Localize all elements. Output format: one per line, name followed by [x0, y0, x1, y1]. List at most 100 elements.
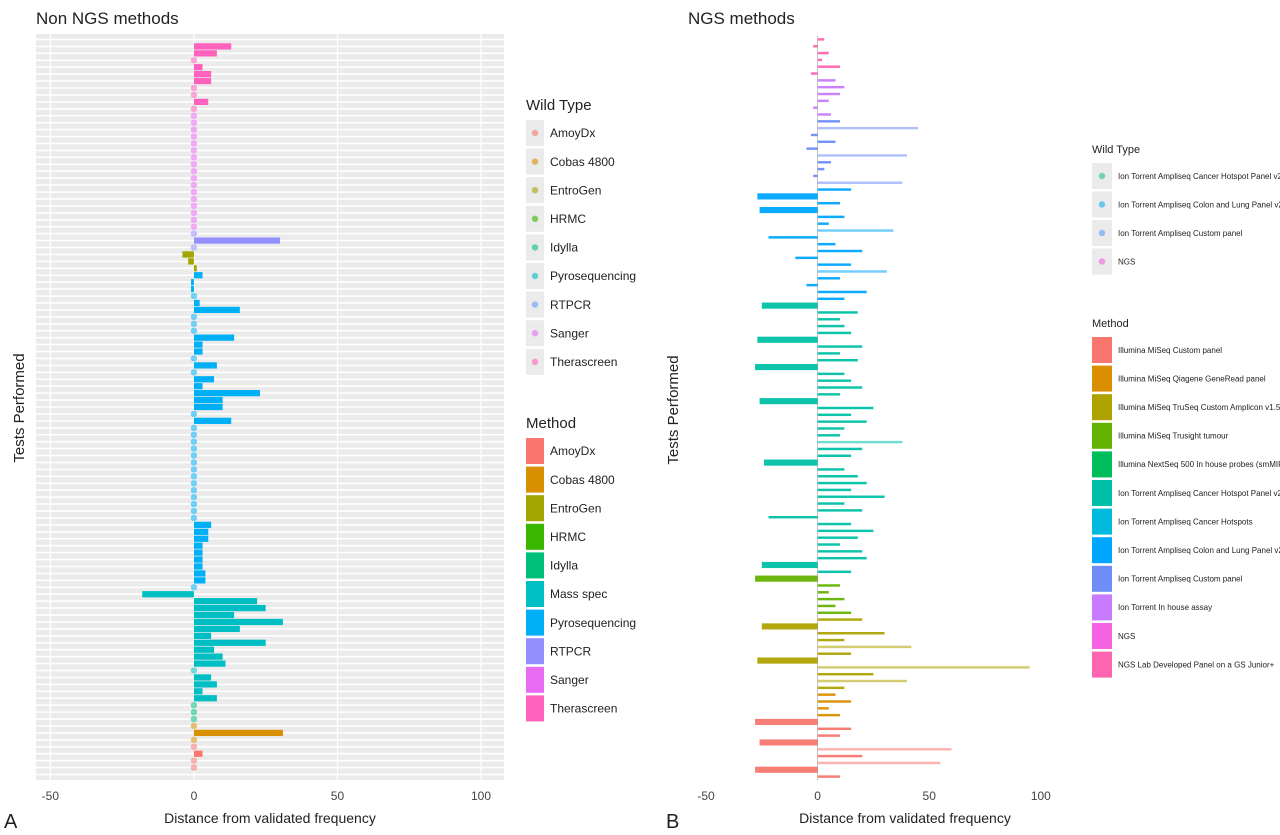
bar-amoydx: [193, 750, 203, 757]
wild-type-point-sanger: [190, 126, 198, 133]
spike-ion-torrent-ampliseq-cancer-hotspot-panel-v2: [757, 336, 818, 343]
legend-key-box: [1092, 508, 1112, 535]
wild-type-point-therascreen: [190, 105, 198, 113]
spike-illumina-miseq-truseq-custom-amplicon-v1-5: [817, 632, 885, 635]
spike-illumina-miseq-truseq-custom-amplicon-v1-5: [817, 618, 863, 621]
wild-type-point-pyrosequencing: [190, 452, 198, 459]
spike-ion-torrent-ampliseq-cancer-hotspot-panel-v2: [761, 561, 818, 569]
x-tick-label: 100: [471, 789, 491, 803]
spike-ion-torrent-ampliseq-colon-and-lung-panel-v2: [817, 188, 852, 191]
spike-ion-torrent-ampliseq-cancer-hotspot-panel-v2: [817, 406, 874, 410]
x-tick-label: 50: [331, 789, 345, 803]
bar-entrogen: [193, 265, 197, 272]
wild-type-point-sanger: [190, 168, 198, 175]
bar-mass-spec: [193, 660, 226, 667]
spike-ion-torrent-ampliseq-cancer-hotspot-panel-v2: [764, 459, 818, 466]
x-tick-label: 50: [923, 789, 937, 803]
bar-mass-spec: [193, 611, 235, 619]
bar-therascreen: [193, 71, 212, 78]
legend-label-entrogen: EntroGen: [550, 183, 601, 197]
x-tick-label: -50: [42, 789, 60, 803]
legend-label-illumina-miseq-custom-panel: Illumina MiSeq Custom panel: [1118, 346, 1222, 355]
spike-ion-torrent-ampliseq-cancer-hotspot-panel-v2: [759, 398, 818, 405]
bar-pyrosequencing: [193, 570, 206, 577]
panel-b-x-axis-label: Distance from validated frequency: [799, 810, 1011, 826]
panel-a-x-ticks: -50 0 50 100: [42, 789, 492, 803]
spike-ion-torrent-ampliseq-cancer-hotspot-panel-v2: [817, 481, 867, 485]
wild-type-point-pyrosequencing: [190, 327, 198, 334]
legend-title: Wild Type: [526, 97, 592, 114]
wild-type-point-sanger: [190, 161, 198, 168]
wild-type-point-sanger: [190, 181, 198, 189]
spike-ion-torrent-ampliseq-cancer-hotspot-panel-v2: [817, 556, 867, 560]
wild-type-point-idylla: [190, 701, 198, 709]
wild-type-point-pyrosequencing: [190, 320, 198, 327]
wild-type-point-pyrosequencing: [190, 480, 198, 487]
bar-mass-spec: [193, 695, 217, 702]
bar-therascreen: [193, 50, 217, 57]
spike-ion-torrent-ampliseq-colon-and-lung-panel-v2: [817, 263, 852, 266]
wild-type-point-amoydx: [190, 743, 198, 750]
spike-illumina-miseq-trusight-tumour: [817, 611, 852, 614]
wild-type-point-sanger: [190, 216, 198, 223]
legend-label-ion-torrent-ampliseq-custom-panel: Ion Torrent Ampliseq Custom panel: [1118, 575, 1243, 584]
spike-ion-torrent-in-house-assay: [813, 106, 818, 109]
bar-pyrosequencing: [193, 362, 217, 369]
spike-ion-torrent-ampliseq-cancer-hotspot-panel-v2: [817, 420, 867, 423]
legend-key-box: [526, 552, 544, 579]
wild-type-point-pyrosequencing: [190, 355, 198, 362]
spike-ion-torrent-ampliseq-cancer-hotspot-panel-v2: [817, 434, 840, 437]
spike-ion-torrent-in-house-assay: [817, 99, 829, 103]
spike-illumina-miseq-trusight-tumour: [817, 597, 845, 601]
legend-key-box: [526, 466, 544, 493]
wild-type-point-pyrosequencing: [190, 313, 198, 321]
bar-mass-spec: [193, 674, 212, 681]
wild-type-point-sanger: [190, 223, 198, 230]
spike-ion-torrent-ampliseq-colon-and-lung-panel-v2: [817, 242, 836, 246]
legend-label-rtpcr: RTPCR: [550, 298, 591, 312]
spike-ion-torrent-ampliseq-cancer-hotspot-panel-v2: [817, 393, 840, 396]
legend-title: Wild Type: [1092, 144, 1140, 156]
spike-illumina-miseq-truseq-custom-amplicon-v1-5: [817, 638, 845, 642]
wild-type-point-pyrosequencing: [190, 500, 198, 508]
legend-key-point: [531, 358, 539, 365]
legend-key-point: [531, 187, 539, 194]
legend-title: Method: [1092, 318, 1129, 330]
wild-type-point-pyrosequencing: [190, 473, 198, 480]
wild-type-point-pyrosequencing: [190, 431, 198, 438]
spike-ion-torrent-ampliseq-cancer-hotspot-panel-v2: [761, 302, 818, 309]
wild-type-point-cobas-4800: [190, 722, 198, 730]
panel-b-y-axis-label: Tests Performed: [665, 355, 682, 464]
spike-ion-torrent-ampliseq-cancer-hotspot-panel-v2: [817, 543, 840, 546]
bar-pyrosequencing: [191, 279, 194, 286]
wild-type-point-pyrosequencing: [190, 459, 198, 466]
legend-label-ion-torrent-ampliseq-cancer-hotspot-panel-v2: Ion Torrent Ampliseq Cancer Hotspot Pane…: [1118, 489, 1280, 498]
spike-ion-torrent-ampliseq-cancer-hotspot-panel-v2: [755, 363, 818, 371]
bar-entrogen: [188, 258, 194, 265]
bar-mass-spec: [193, 639, 266, 646]
bar-pyrosequencing: [193, 403, 223, 411]
legend-key-point: [531, 301, 539, 308]
bar-mass-spec: [193, 625, 240, 633]
x-tick-label: -50: [697, 789, 715, 803]
legend-label-illumina-nextseq-500-in-house-probes-smmips: Illumina NextSeq 500 In house probes (sm…: [1118, 460, 1280, 469]
legend-label-hrmc: HRMC: [550, 212, 586, 226]
wild-type-point-pyrosequencing: [190, 514, 198, 522]
bar-pyrosequencing: [193, 376, 215, 383]
legend-label-ion-torrent-ampliseq-colon-and-lung-panel-v2: Ion Torrent Ampliseq Colon and Lung Pane…: [1118, 546, 1280, 555]
spike-illumina-miseq-truseq-custom-amplicon-v1-5: [817, 672, 874, 676]
legend-label-ion-torrent-ampliseq-cancer-hotspot-panel-v2: Ion Torrent Ampliseq Cancer Hotspot Pane…: [1118, 172, 1280, 181]
bar-mass-spec: [193, 646, 215, 653]
spike-ion-torrent-ampliseq-cancer-hotspot-panel-v2: [817, 495, 885, 498]
wild-type-point-pyrosequencing: [190, 292, 198, 300]
spike-ion-torrent-in-house-assay: [817, 79, 836, 82]
spike-ion-torrent-in-house-assay: [817, 92, 840, 96]
legend-key-point: [1098, 172, 1106, 180]
bar-pyrosequencing: [191, 285, 194, 293]
wild-type-point-therascreen: [190, 57, 198, 64]
bar-mass-spec: [142, 591, 194, 598]
bar-pyrosequencing: [193, 521, 212, 529]
bar-pyrosequencing: [193, 556, 203, 563]
legend-label-idylla: Idylla: [550, 241, 578, 255]
spike-illumina-miseq-trusight-tumour: [817, 604, 836, 608]
